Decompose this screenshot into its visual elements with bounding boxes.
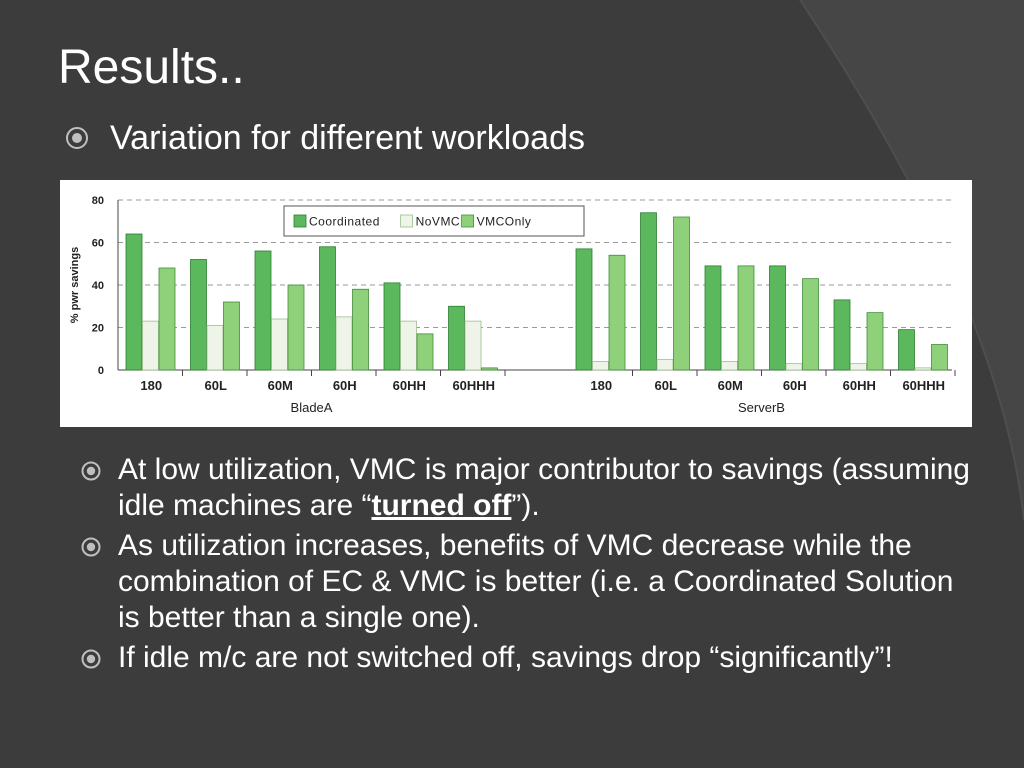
bar-vmconly: [352, 288, 369, 371]
bar-vmconly: [287, 284, 305, 371]
legend-swatch: [400, 214, 414, 228]
bar-novmc: [335, 316, 353, 371]
bar-novmc: [400, 320, 417, 371]
bullet-list: At low utilization, VMC is major contrib…: [80, 452, 980, 680]
bar-vmconly: [481, 367, 498, 371]
bar-novmc: [914, 367, 932, 371]
bar-coordinated: [448, 305, 465, 371]
x-tick-label: 60M: [268, 378, 293, 393]
legend-label: Coordinated: [309, 215, 380, 229]
bullet-text: As utilization increases, benefits of VM…: [118, 529, 954, 634]
y-tick-label: 60: [92, 238, 104, 250]
y-tick-label: 20: [92, 323, 104, 335]
bar-coordinated: [769, 265, 786, 371]
x-tick-label: 180: [590, 378, 612, 393]
bar-vmconly: [866, 312, 884, 371]
savings-chart: 0 20 40 60 80 % pwr savings 180 60L 60M 60H 60HH 60…: [60, 180, 972, 427]
bar-novmc: [142, 320, 159, 371]
bar-vmconly: [608, 254, 626, 371]
bar-coordinated: [125, 233, 143, 371]
y-tick-label: 80: [92, 195, 104, 207]
bar-vmconly: [931, 344, 948, 371]
circle-bullet-icon: [80, 460, 102, 482]
bar-coordinated: [704, 265, 722, 371]
bullet-item: As utilization increases, benefits of VM…: [80, 528, 980, 636]
bullet-item: At low utilization, VMC is major contrib…: [80, 452, 980, 524]
circle-bullet-icon: [80, 648, 102, 670]
bar-novmc: [206, 324, 224, 371]
legend-label: NoVMC: [416, 215, 461, 229]
bar-coordinated: [833, 299, 851, 371]
bar-coordinated: [575, 248, 593, 371]
bar-coordinated: [190, 259, 207, 371]
emphasis-text: turned off: [371, 489, 512, 522]
y-tick-label: 0: [98, 365, 104, 377]
bar-coordinated: [383, 282, 401, 371]
x-tick-label: 180: [140, 378, 162, 393]
group-label: BladeA: [291, 400, 333, 415]
x-tick-label: 60HHH: [452, 378, 495, 393]
x-tick-label: 60H: [333, 378, 357, 393]
slide-title: Results..: [58, 41, 245, 94]
bar-novmc: [785, 363, 803, 371]
bar-coordinated: [640, 212, 657, 371]
group-label: ServerB: [738, 400, 785, 415]
bar-coordinated: [254, 250, 272, 371]
x-tick-label: 60HH: [393, 378, 426, 393]
y-tick-label: 40: [92, 280, 104, 292]
bar-novmc: [464, 320, 482, 371]
legend-label: VMCOnly: [477, 215, 532, 229]
x-tick-label: 60L: [655, 378, 677, 393]
bar-novmc: [721, 361, 738, 371]
y-axis-label: % pwr savings: [69, 247, 81, 323]
bar-coordinated: [898, 329, 915, 371]
x-tick-label: 60M: [718, 378, 743, 393]
bullet-text: At low utilization, VMC is major contrib…: [118, 453, 970, 522]
subtitle-bullet: Variation for different workloads: [64, 116, 585, 160]
x-tick-label: 60HHH: [902, 378, 945, 393]
x-tick-label: 60H: [783, 378, 807, 393]
x-tick-label: 60L: [205, 378, 227, 393]
bar-vmconly: [737, 265, 755, 371]
bar-vmconly: [673, 216, 690, 371]
bullet-text: If idle m/c are not switched off, saving…: [118, 641, 893, 674]
bar-novmc: [850, 363, 867, 371]
bar-novmc: [656, 358, 674, 371]
bar-vmconly: [158, 267, 176, 371]
bullet-item: If idle m/c are not switched off, saving…: [80, 640, 980, 676]
x-tick-label: 60HH: [843, 378, 876, 393]
bar-coordinated: [319, 246, 336, 371]
legend-swatch: [461, 214, 475, 228]
bar-vmconly: [416, 333, 434, 371]
circle-bullet-icon: [64, 125, 90, 151]
legend-box: [283, 205, 585, 237]
subtitle-text: Variation for different workloads: [110, 119, 585, 157]
bar-vmconly: [802, 278, 819, 371]
legend-swatch: [293, 214, 307, 228]
bar-novmc: [592, 361, 609, 371]
chart-svg: 0 20 40 60 80 % pwr savings 180 60L 60M 60H 60HH 60…: [69, 195, 956, 415]
circle-bullet-icon: [80, 536, 102, 558]
bar-novmc: [271, 318, 288, 371]
bar-vmconly: [223, 301, 240, 371]
